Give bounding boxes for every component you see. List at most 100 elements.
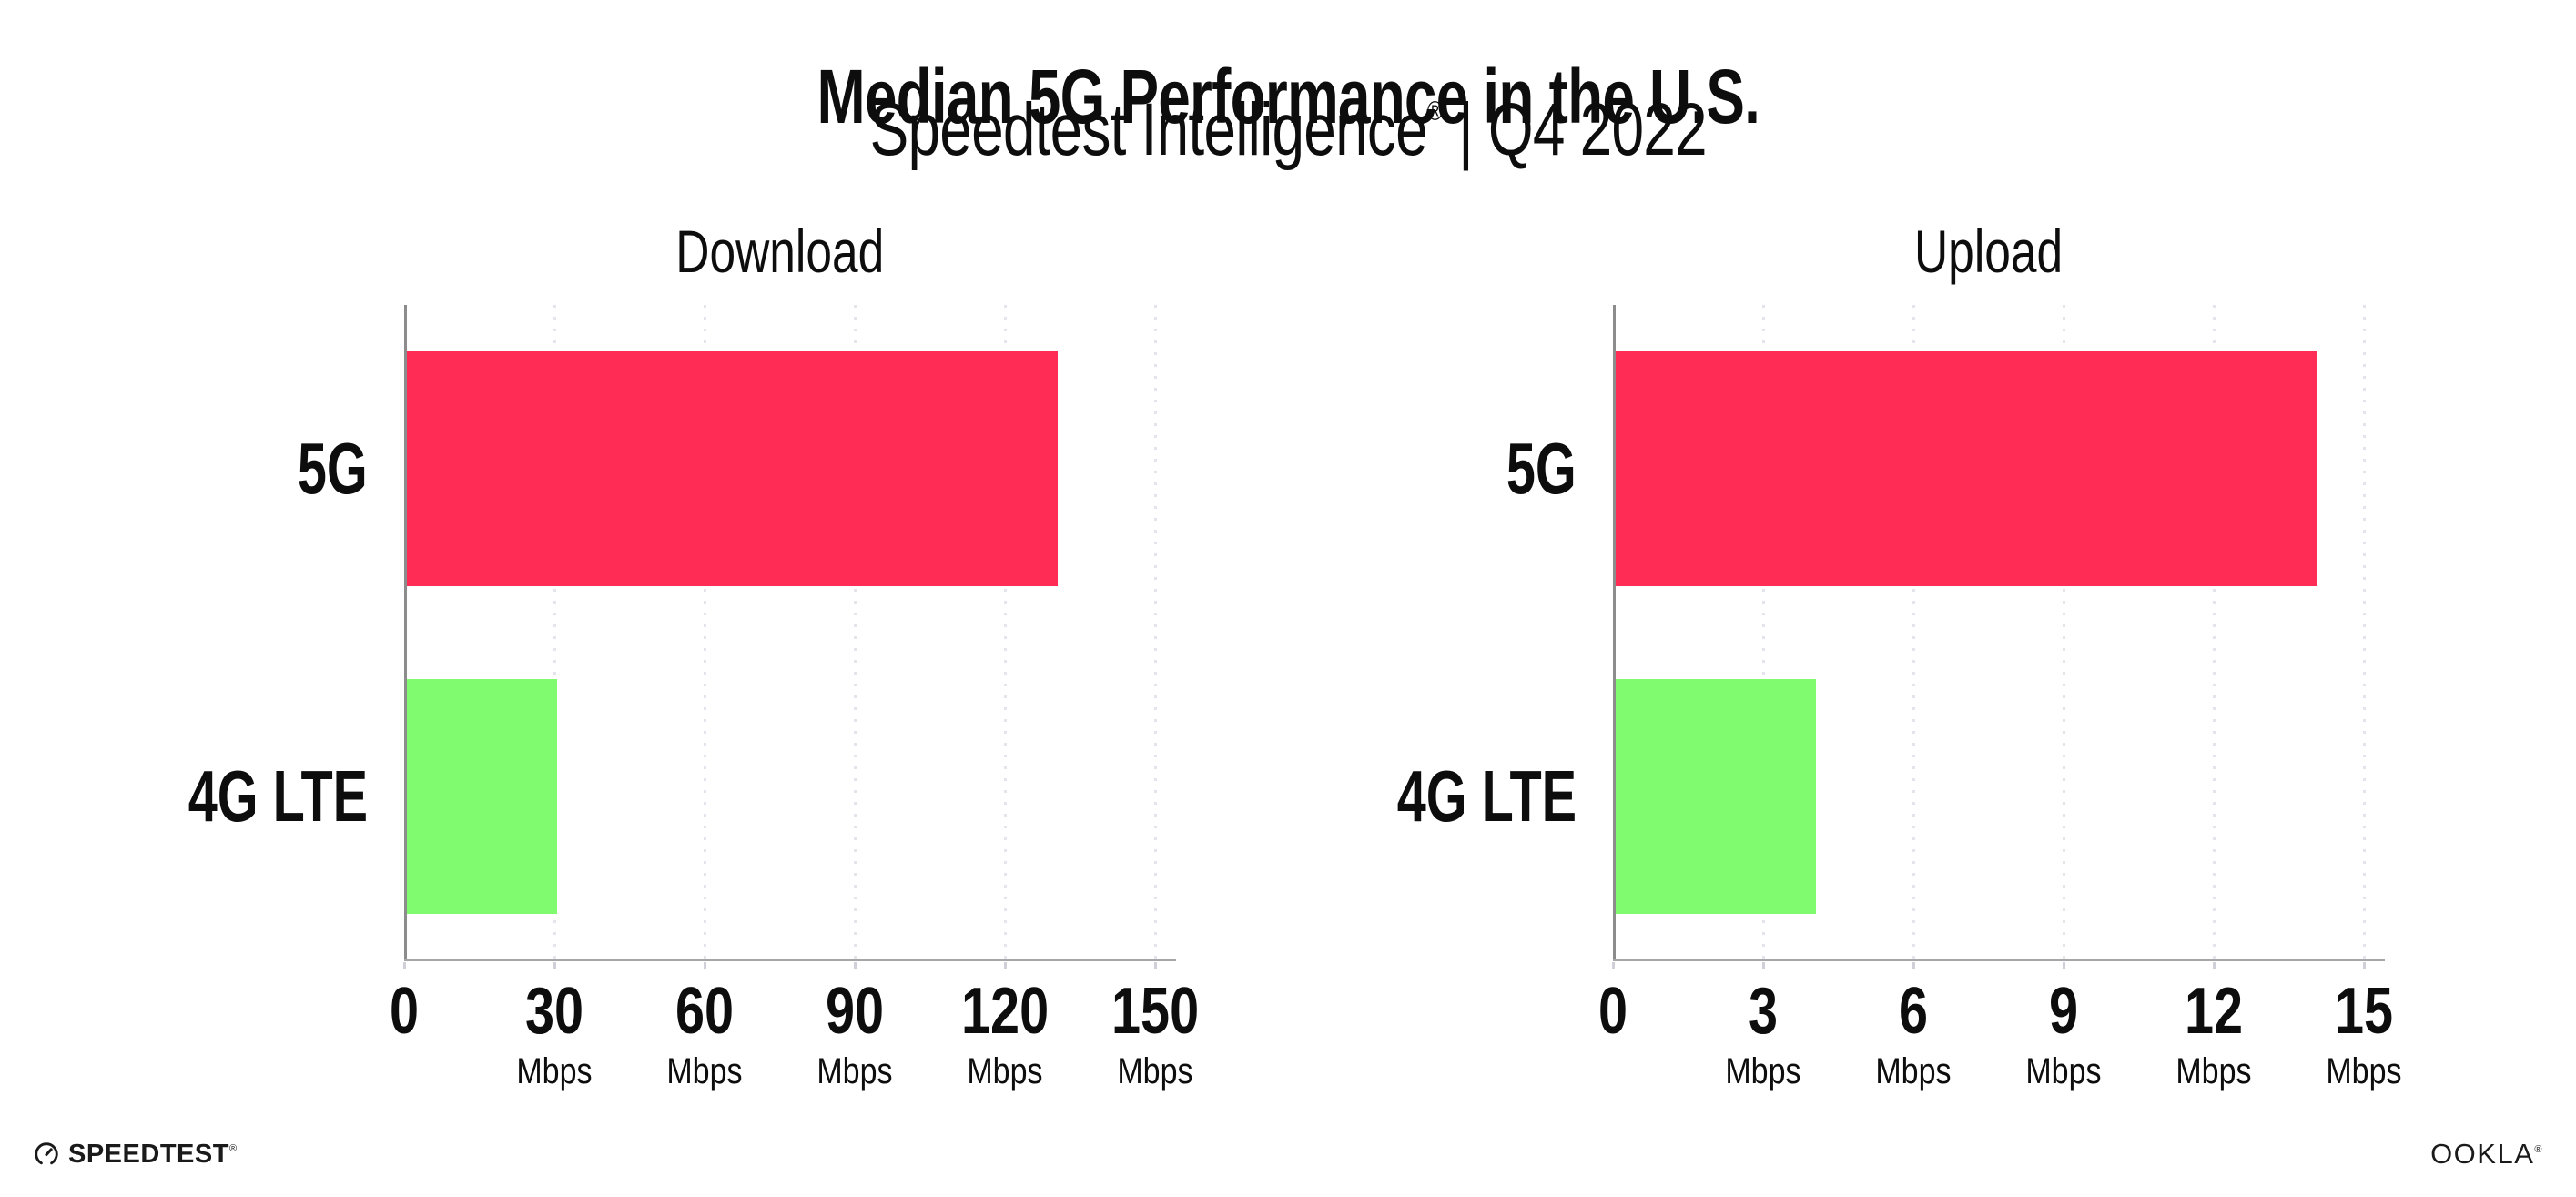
- x-tick-value: 60: [674, 975, 735, 1048]
- gridline-6: [1912, 305, 1915, 960]
- x-tick-unit-9: Mbps: [1963, 1053, 2164, 1090]
- x-tick-unit-text: Mbps: [2025, 1051, 2102, 1091]
- category-label-text: 5G: [298, 428, 368, 509]
- x-tick-label-120: 120: [905, 979, 1105, 1044]
- x-tick-unit-150: Mbps: [1055, 1053, 1255, 1090]
- page-title-text: Median 5G Performance in the U.S.: [816, 54, 1760, 140]
- x-tick-unit-6: Mbps: [1813, 1053, 2013, 1090]
- category-label-4g-lte: 4G LTE: [1194, 749, 1577, 844]
- gridline-12: [2212, 305, 2216, 960]
- category-label-text: 4G LTE: [1396, 756, 1577, 837]
- ookla-logo: OOKLA®: [2430, 1138, 2543, 1171]
- bar-5g: [1616, 351, 2317, 586]
- ookla-wordmark-text: OOKLA: [2430, 1138, 2535, 1170]
- speedtest-trademark: ®: [228, 1142, 238, 1154]
- x-tick-unit-text: Mbps: [666, 1051, 743, 1091]
- bar-4g-lte: [1616, 679, 1816, 914]
- gridline-15: [2362, 305, 2366, 960]
- x-tick-value: 120: [960, 975, 1050, 1048]
- x-tick-value: 90: [825, 975, 885, 1048]
- speedtest-wordmark-text: SPEEDTEST: [68, 1139, 229, 1169]
- x-tick-label-9: 9: [1963, 979, 2164, 1044]
- upload-chart-title: Upload: [1613, 217, 2364, 286]
- gridline-90: [853, 305, 857, 960]
- x-tick-label-60: 60: [604, 979, 805, 1044]
- subtitle-brand: Speedtest Intelligence: [869, 88, 1427, 171]
- upload-chart: Upload 0 3 Mbps 6 Mbps 9 Mbps 12 Mbps 15 Mbps 5G 4G …: [1397, 218, 2402, 1090]
- x-tick-value: 15: [2334, 975, 2394, 1048]
- x-tick-mark-15: [2362, 962, 2366, 969]
- speedtest-logo: SPEEDTEST®: [33, 1140, 238, 1170]
- x-tick-mark-12: [2212, 962, 2216, 969]
- x-tick-value: 9: [2048, 975, 2079, 1048]
- category-label-4g-lte: 4G LTE: [0, 749, 368, 844]
- x-tick-unit-text: Mbps: [516, 1051, 593, 1091]
- x-tick-label-15: 15: [2264, 979, 2464, 1044]
- x-tick-mark-6: [1912, 962, 1915, 969]
- category-label-5g: 5G: [1194, 421, 1577, 516]
- download-chart: Download 0 30 Mbps 60 Mbps 90 Mbps 120 Mbps 150 Mb…: [188, 218, 1199, 1090]
- x-tick-label-30: 30: [454, 979, 654, 1044]
- download-plot-area: 0 30 Mbps 60 Mbps 90 Mbps 120 Mbps 150 Mbps 5G 4G LT…: [188, 305, 1199, 1090]
- gridline-150: [1153, 305, 1157, 960]
- x-tick-mark-30: [553, 962, 556, 969]
- x-tick-mark-0: [402, 962, 406, 969]
- x-tick-value: 6: [1898, 975, 1929, 1048]
- gridline-30: [553, 305, 556, 960]
- footer: SPEEDTEST® OOKLA®: [33, 1134, 2543, 1174]
- page-subtitle: Speedtest Intelligence® | Q4 2022: [0, 88, 2576, 171]
- speedtest-gauge-icon: [33, 1141, 60, 1168]
- bar-5g: [407, 351, 1058, 586]
- gridline-60: [703, 305, 706, 960]
- x-tick-mark-9: [2062, 962, 2065, 969]
- x-tick-unit-text: Mbps: [816, 1051, 893, 1091]
- x-tick-unit-30: Mbps: [454, 1053, 654, 1090]
- page-title: Median 5G Performance in the U.S.: [0, 56, 2576, 137]
- gridline-3: [1761, 305, 1765, 960]
- upload-plot-area: 0 3 Mbps 6 Mbps 9 Mbps 12 Mbps 15 Mbps 5G 4G LTE: [1397, 305, 2402, 1090]
- category-label-5g: 5G: [0, 421, 368, 516]
- y-axis-line: [404, 305, 407, 960]
- x-tick-unit-120: Mbps: [905, 1053, 1105, 1090]
- page-subtitle-text: Speedtest Intelligence® | Q4 2022: [869, 88, 1707, 171]
- x-tick-unit-text: Mbps: [2175, 1051, 2252, 1091]
- x-tick-label-0: 0: [304, 979, 504, 1044]
- gridline-9: [2062, 305, 2065, 960]
- x-tick-mark-0: [1611, 962, 1615, 969]
- x-tick-mark-60: [703, 962, 706, 969]
- y-axis-line: [1613, 305, 1616, 960]
- x-tick-unit-text: Mbps: [1117, 1051, 1193, 1091]
- x-tick-label-6: 6: [1813, 979, 2013, 1044]
- x-tick-unit-60: Mbps: [604, 1053, 805, 1090]
- x-tick-unit-text: Mbps: [1725, 1051, 1801, 1091]
- x-tick-mark-150: [1153, 962, 1157, 969]
- download-chart-title: Download: [404, 217, 1155, 286]
- x-tick-value: 150: [1111, 975, 1200, 1048]
- ookla-trademark: ®: [2534, 1144, 2543, 1155]
- registered-mark: ®: [1426, 96, 1443, 127]
- category-label-text: 4G LTE: [188, 756, 368, 837]
- x-tick-label-150: 150: [1055, 979, 1255, 1044]
- x-tick-label-3: 3: [1663, 979, 1863, 1044]
- download-chart-title-text: Download: [675, 218, 884, 285]
- x-tick-label-90: 90: [755, 979, 955, 1044]
- x-tick-mark-3: [1761, 962, 1765, 969]
- x-tick-label-12: 12: [2114, 979, 2314, 1044]
- x-tick-unit-3: Mbps: [1663, 1053, 1863, 1090]
- gridline-120: [1003, 305, 1007, 960]
- x-axis-line: [1613, 959, 2385, 961]
- x-tick-label-0: 0: [1513, 979, 1713, 1044]
- speedtest-wordmark: SPEEDTEST®: [68, 1140, 238, 1170]
- x-axis-line: [404, 959, 1176, 961]
- x-tick-mark-120: [1003, 962, 1007, 969]
- x-tick-value: 0: [389, 975, 420, 1048]
- x-tick-unit-text: Mbps: [2326, 1051, 2402, 1091]
- x-tick-mark-90: [853, 962, 857, 969]
- x-tick-value: 0: [1597, 975, 1628, 1048]
- x-tick-unit-text: Mbps: [967, 1051, 1043, 1091]
- category-label-text: 5G: [1506, 428, 1577, 509]
- x-tick-value: 3: [1748, 975, 1779, 1048]
- bar-4g-lte: [407, 679, 557, 914]
- x-tick-unit-12: Mbps: [2114, 1053, 2314, 1090]
